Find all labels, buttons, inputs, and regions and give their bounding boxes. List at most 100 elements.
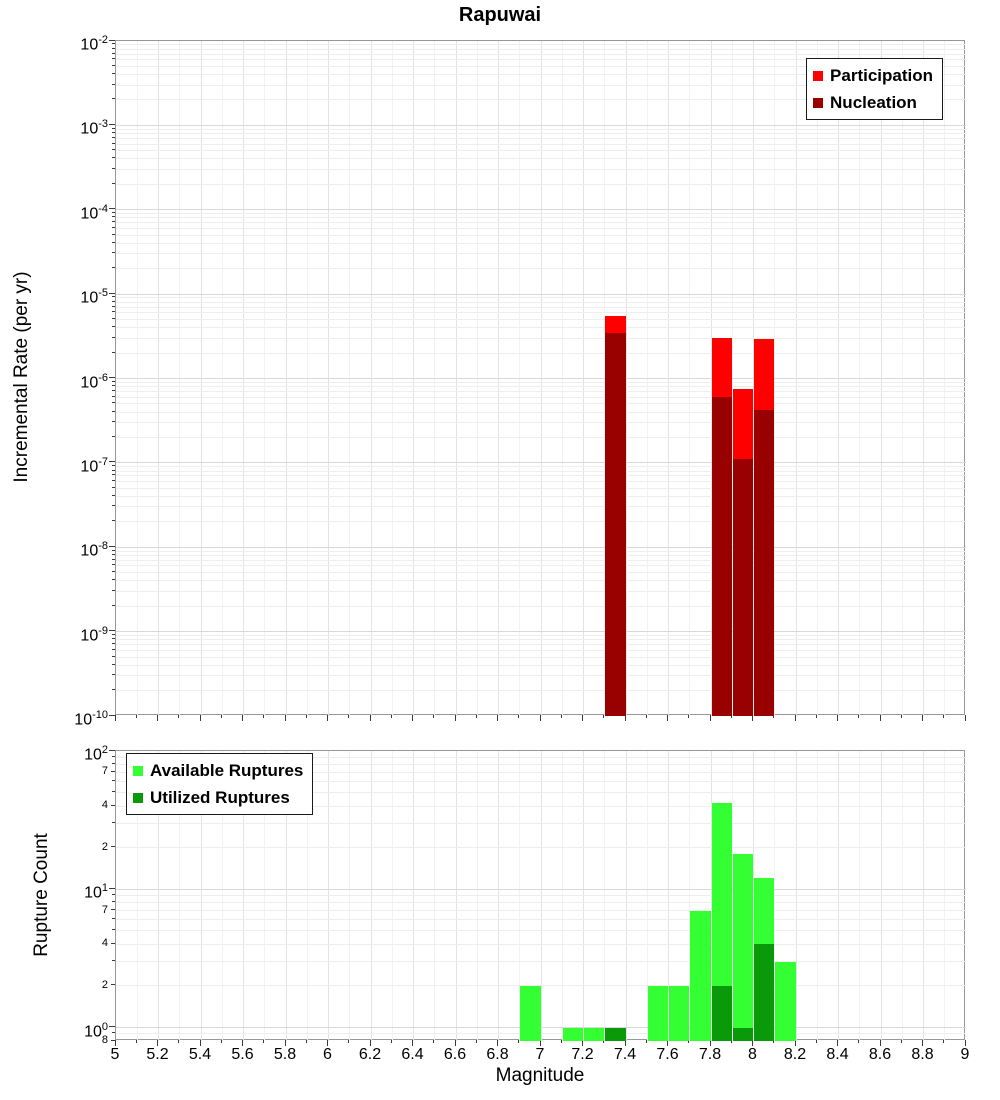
gridline-horizontal	[116, 44, 966, 46]
y-tick	[112, 655, 115, 657]
x-tick	[667, 1040, 668, 1046]
x-tick	[730, 1040, 732, 1043]
x-tick	[199, 1040, 201, 1046]
y-tick	[112, 167, 115, 169]
x-tick	[582, 1040, 583, 1046]
y-tick	[112, 221, 115, 223]
gridline-horizontal	[116, 943, 966, 945]
y-tick	[112, 43, 115, 45]
y-tick	[112, 558, 115, 560]
utilized-ruptures-swatch-icon	[133, 792, 143, 803]
y-tick	[112, 505, 115, 507]
y-tick	[112, 351, 115, 353]
gridline-horizontal	[116, 396, 966, 398]
x-tick	[220, 1040, 222, 1043]
x-tick-label: 7.4	[613, 1046, 637, 1063]
gridline-horizontal	[116, 550, 966, 552]
x-tick	[815, 715, 817, 718]
x-tick	[773, 1040, 775, 1043]
x-tick	[709, 715, 711, 721]
gridline-horizontal	[116, 84, 966, 86]
y-tick	[112, 52, 115, 54]
gridline-horizontal	[116, 337, 966, 339]
gridline-horizontal	[116, 961, 966, 963]
y-tick-label: 10-8	[80, 540, 108, 560]
gridline-horizontal	[116, 422, 966, 424]
y-tick	[111, 1039, 115, 1041]
y-tick-label: 10-4	[80, 202, 108, 223]
y-tick	[112, 216, 115, 218]
x-tick-label: 6.4	[401, 1046, 424, 1063]
gridline-horizontal	[116, 1027, 966, 1029]
gridline-horizontal	[116, 301, 966, 303]
x-tick-label: 5.2	[146, 1046, 169, 1063]
x-tick	[603, 715, 605, 718]
gridline-horizontal	[116, 327, 966, 329]
gridline-horizontal	[116, 822, 966, 824]
y-tick	[112, 127, 115, 129]
x-tick	[305, 1040, 307, 1043]
gridline-horizontal	[116, 572, 966, 574]
gridline-horizontal	[116, 481, 966, 483]
gridline-horizontal	[116, 888, 966, 890]
gridline-horizontal	[116, 209, 966, 211]
x-tick-label: 6.6	[443, 1046, 467, 1063]
x-tick	[114, 1040, 116, 1046]
y-tick-label: 7	[101, 903, 108, 916]
bar-available-ruptures	[669, 985, 690, 1041]
x-tick	[752, 1040, 753, 1046]
y-tick	[112, 157, 115, 159]
x-tick	[603, 1040, 605, 1043]
y-tick-label: 2	[101, 978, 108, 991]
x-tick	[135, 715, 137, 718]
bar-nucleation	[605, 332, 626, 716]
gridline-horizontal	[116, 137, 966, 139]
legend-entry-available: Available Ruptures	[133, 757, 303, 784]
gridline-horizontal	[116, 436, 966, 438]
gridline-horizontal	[116, 462, 966, 464]
gridline-horizontal	[116, 690, 966, 692]
participation-swatch-icon	[813, 70, 824, 81]
x-tick	[922, 1040, 923, 1046]
y-tick	[112, 821, 115, 823]
y-tick	[112, 311, 115, 313]
x-tick-label: 5	[110, 1046, 120, 1063]
y-tick	[112, 132, 115, 134]
x-tick	[390, 715, 392, 718]
x-tick-label: 9	[960, 1046, 970, 1063]
incremental-rate-panel	[115, 40, 966, 716]
x-tick	[263, 1040, 265, 1043]
gridline-horizontal	[116, 675, 966, 677]
x-tick-label: 8.6	[868, 1046, 892, 1063]
x-tick	[475, 715, 477, 718]
y-tick	[111, 846, 115, 848]
x-tick	[412, 715, 413, 721]
x-tick	[539, 1040, 541, 1046]
gridline-horizontal	[116, 65, 966, 67]
y-tick	[112, 520, 115, 522]
x-tick	[858, 1040, 860, 1043]
gridline-horizontal	[116, 639, 966, 641]
y-tick	[112, 1032, 115, 1034]
x-tick	[369, 715, 371, 721]
y-tick	[109, 461, 115, 463]
x-tick-label: 8.4	[826, 1046, 849, 1063]
gridline-horizontal	[116, 664, 966, 666]
gridline-horizontal	[116, 470, 966, 472]
gridline-horizontal	[116, 475, 966, 477]
gridline-horizontal	[116, 234, 966, 236]
gridline-horizontal	[116, 99, 966, 101]
y-tick	[112, 410, 115, 412]
chart-title: Rapuwai	[458, 4, 542, 26]
x-tick	[433, 1040, 435, 1043]
y-tick-label: 10-9	[80, 624, 108, 644]
x-tick	[412, 1040, 413, 1046]
y-tick-label: 10-7	[80, 455, 108, 476]
bar-available-ruptures	[520, 985, 541, 1041]
y-tick	[112, 296, 115, 298]
y-tick-label: 4	[101, 937, 108, 950]
x-tick	[178, 715, 180, 718]
y-tick	[112, 318, 115, 320]
gridline-horizontal	[116, 847, 966, 849]
y-tick	[111, 942, 115, 944]
